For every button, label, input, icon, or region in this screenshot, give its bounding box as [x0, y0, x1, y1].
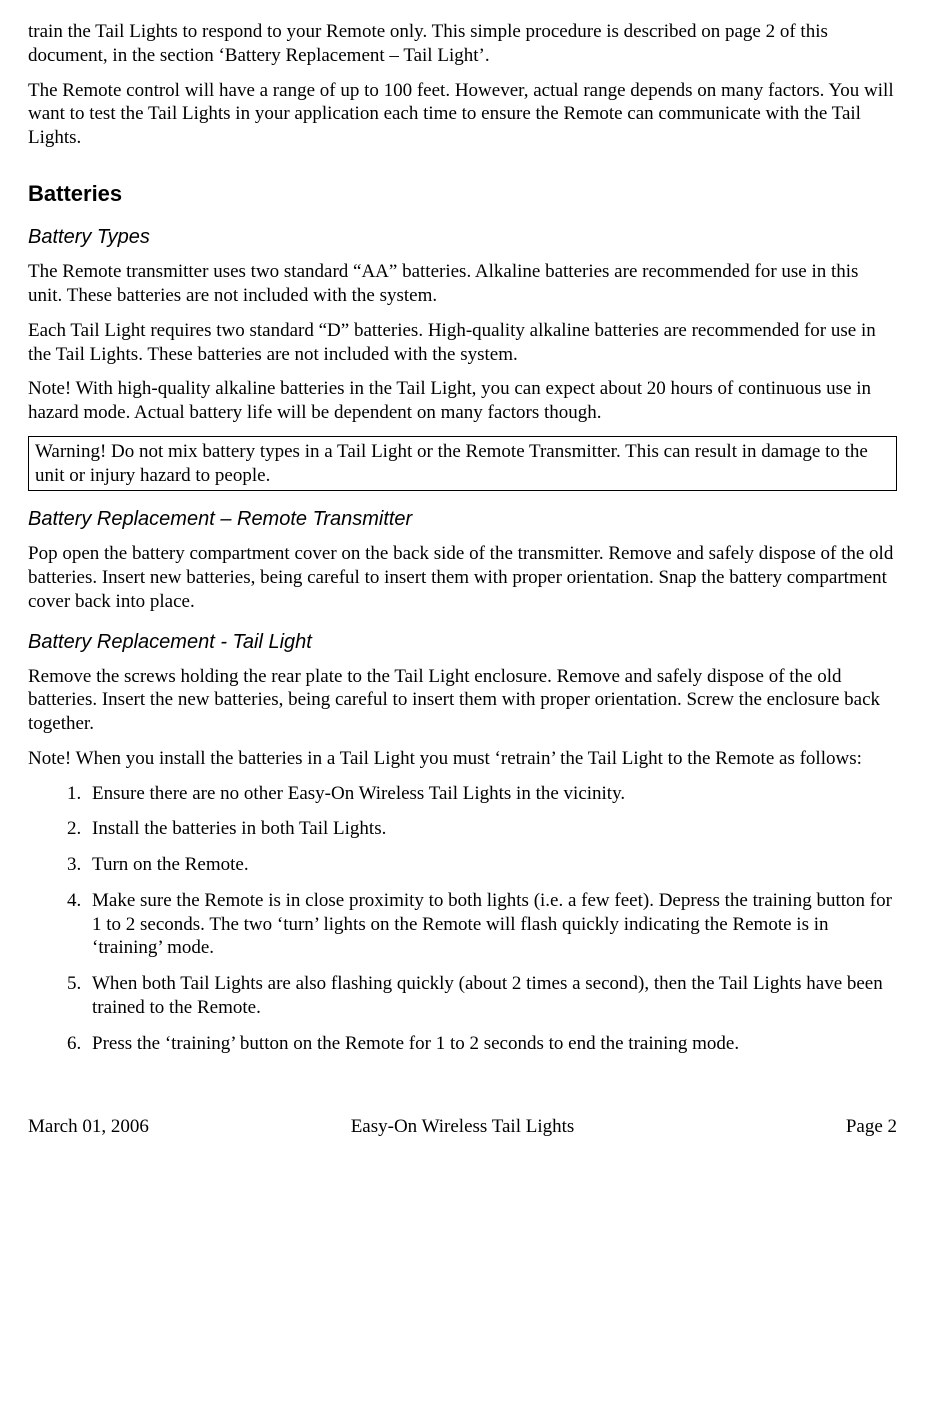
retrain-step: When both Tail Lights are also flashing … [86, 972, 897, 1020]
intro-paragraph-2: The Remote control will have a range of … [28, 79, 897, 150]
warning-text: Warning! Do not mix battery types in a T… [35, 441, 868, 486]
warning-box: Warning! Do not mix battery types in a T… [28, 436, 897, 492]
section-heading-batteries: Batteries [28, 180, 897, 208]
intro-paragraph-1: train the Tail Lights to respond to your… [28, 20, 897, 68]
remote-replacement-paragraph: Pop open the battery compartment cover o… [28, 542, 897, 613]
battery-types-paragraph-1: The Remote transmitter uses two standard… [28, 260, 897, 308]
page-footer: March 01, 2006 Easy-On Wireless Tail Lig… [28, 1115, 897, 1139]
battery-types-paragraph-2: Each Tail Light requires two standard “D… [28, 319, 897, 367]
retrain-step: Ensure there are no other Easy-On Wirele… [86, 782, 897, 806]
tail-replacement-note: Note! When you install the batteries in … [28, 747, 897, 771]
retrain-step: Make sure the Remote is in close proximi… [86, 889, 897, 960]
subsection-heading-tail-replacement: Battery Replacement - Tail Light [28, 630, 897, 655]
retrain-step: Install the batteries in both Tail Light… [86, 817, 897, 841]
subsection-heading-remote-replacement: Battery Replacement – Remote Transmitter [28, 507, 897, 532]
tail-replacement-paragraph-1: Remove the screws holding the rear plate… [28, 665, 897, 736]
retrain-step: Press the ‘training’ button on the Remot… [86, 1032, 897, 1056]
footer-page: Page 2 [846, 1115, 897, 1139]
subsection-heading-battery-types: Battery Types [28, 225, 897, 250]
footer-title: Easy-On Wireless Tail Lights [28, 1115, 897, 1139]
battery-types-note: Note! With high-quality alkaline batteri… [28, 377, 897, 425]
retrain-steps-list: Ensure there are no other Easy-On Wirele… [28, 782, 897, 1056]
retrain-step: Turn on the Remote. [86, 853, 897, 877]
